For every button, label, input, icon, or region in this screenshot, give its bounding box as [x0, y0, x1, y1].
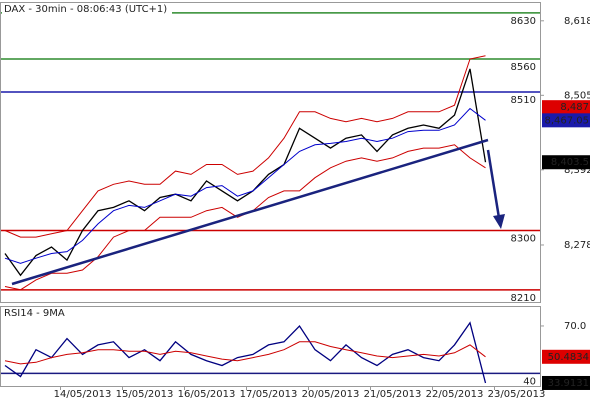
y-tick-label: 8,505	[564, 90, 590, 101]
price-tag	[542, 100, 590, 115]
y-tick-label: 8,278	[564, 240, 590, 251]
price-panel	[0, 2, 541, 303]
price-tag	[542, 155, 590, 170]
x-tick-label: 23/05/2013	[488, 389, 546, 400]
x-tick-label: 14/05/2013	[54, 389, 112, 400]
price-tag	[542, 349, 590, 364]
price-tag-label: 8,487	[560, 102, 589, 113]
price-tag	[542, 113, 590, 128]
plot: 8630 8560 8510 8300 8210 8,618 8,505 8,392 8,278…	[1, 12, 590, 400]
series-line	[4, 68, 487, 277]
x-tick-label: 17/05/2013	[240, 389, 298, 400]
price-tag-label: 8,467.05	[544, 115, 589, 126]
level-label: 8630	[511, 16, 536, 27]
x-tick-label: 15/05/2013	[116, 389, 174, 400]
arrow-head	[493, 214, 505, 229]
series-line	[4, 55, 486, 238]
x-tick-label: 20/05/2013	[302, 389, 360, 400]
series-line	[4, 341, 486, 365]
arrow	[486, 149, 501, 219]
y-tick-label: 8,392	[564, 165, 590, 176]
price-tag-label: 8,403.5	[551, 157, 589, 168]
price-tag-label: 50.4834	[548, 352, 589, 363]
x-tick-label: 22/05/2013	[426, 389, 484, 400]
x-tick-label: 16/05/2013	[178, 389, 236, 400]
trendline	[11, 138, 489, 286]
price-tag	[542, 375, 590, 390]
level-label: 40	[523, 376, 536, 387]
x-tick-label: 21/05/2013	[364, 389, 422, 400]
level-label: 8210	[511, 293, 536, 304]
level-label: 8300	[511, 233, 536, 244]
rsi-title: RSI14 - 9MA	[4, 308, 65, 319]
chart-title: DAX - 30min - 08:06:43 (UTC+1)	[4, 4, 167, 15]
series-line	[4, 107, 486, 264]
y-tick-label: 8,618	[564, 16, 590, 27]
y-tick-label: 70.0	[564, 321, 586, 332]
rsi-panel	[0, 306, 541, 387]
level-label: 8510	[511, 95, 536, 106]
title-bg	[2, 3, 172, 15]
price-tag-label: 33.9131	[548, 378, 589, 389]
series-line	[4, 321, 487, 384]
level-label: 8560	[511, 62, 536, 73]
